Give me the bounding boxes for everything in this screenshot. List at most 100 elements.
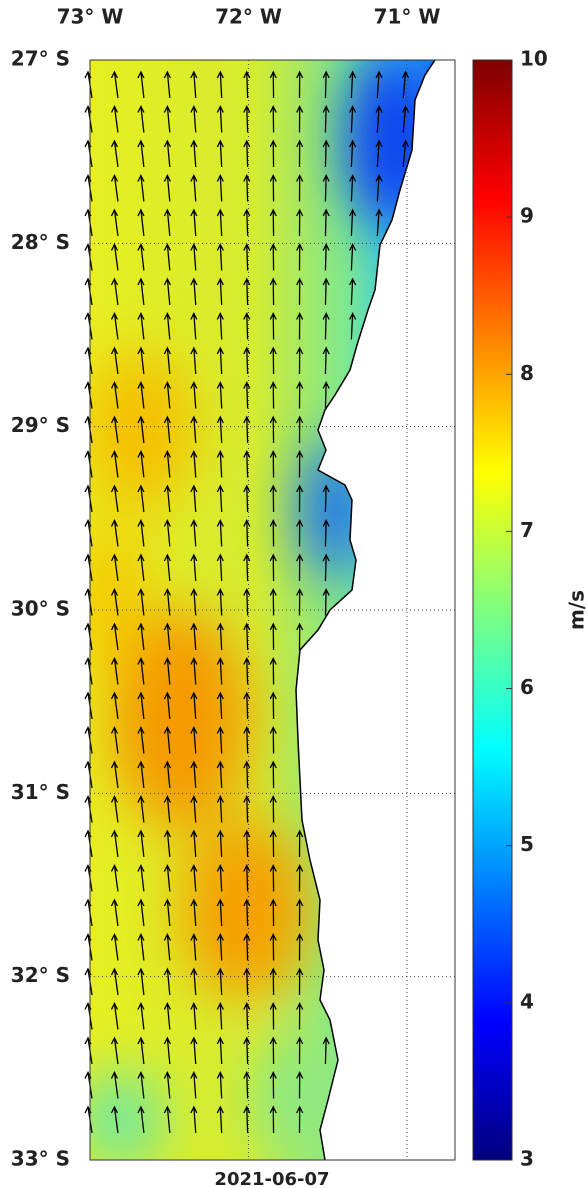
wind-arrow [269,1002,277,1030]
wind-arrow [110,174,119,202]
wind-arrow [163,70,171,99]
wind-arrow [137,898,145,927]
wind-arrow [137,312,145,340]
wind-arrow [110,657,119,685]
wind-arrow [137,1002,145,1030]
wind-arrow [269,588,277,616]
wind-arrow [190,898,198,927]
wind-arrow [243,726,251,754]
wind-arrow [322,70,330,99]
wind-arrow [190,450,198,478]
wind-arrow [296,381,304,409]
date-label: 2021-06-07 [214,1169,329,1188]
wind-arrow [110,553,119,582]
wind-arrow [296,70,304,99]
wind-arrow [190,933,198,961]
wind-arrow [190,967,198,996]
wind-arrow [349,105,357,133]
wind-arrow [296,933,304,961]
wind-arrow [190,484,198,513]
wind-arrow [137,864,145,892]
wind-arrow [137,553,145,582]
wind-arrow [163,829,171,858]
wind-arrow [163,726,171,754]
wind-arrow [163,933,171,961]
wind-arrow [216,381,224,409]
wind-arrow [243,588,251,616]
wind-arrow [137,691,145,720]
wind-arrow [216,1036,224,1065]
wind-arrow [375,105,383,133]
wind-arrow [137,519,145,547]
wind-arrow [190,691,198,720]
wind-arrow [296,1002,304,1030]
wind-arrow [322,208,330,237]
wind-arrow [269,829,277,858]
wind-arrow [190,588,198,616]
colorbar-tick-label: 4 [520,989,534,1013]
coastline [295,59,436,1161]
wind-arrow [163,864,171,892]
lon-tick-label: 71° W [374,5,441,29]
wind-arrow [322,139,330,168]
wind-arrow [349,277,357,306]
wind-arrow [216,415,224,444]
wind-arrow [163,174,171,202]
wind-arrow [296,1071,304,1099]
wind-arrow [190,208,198,237]
wind-arrow [110,967,119,996]
wind-arrow [110,381,119,409]
wind-arrow [110,933,119,961]
wind-arrow [137,277,145,306]
colorbar-label: m/s [565,590,588,630]
wind-arrow [349,243,357,271]
wind-arrow [216,1002,224,1030]
wind-arrow [216,726,224,754]
wind-arrow [401,105,410,133]
wind-arrow [110,1071,119,1099]
wind-arrow [349,174,357,202]
wind-arrow [190,243,198,271]
wind-arrow [190,1002,198,1030]
wind-arrow [163,277,171,306]
wind-arrow [190,1105,198,1134]
wind-arrow [296,864,304,892]
wind-arrow [269,519,277,547]
lat-tick-label: 31° S [11,780,70,804]
wind-arrow [163,898,171,927]
colorbar-tick-label: 9 [520,204,534,228]
wind-arrow [322,105,330,133]
wind-arrow [349,70,357,99]
wind-arrow [243,1071,251,1099]
colorbar-tick-label: 10 [520,47,548,71]
wind-arrow [243,277,251,306]
wind-arrow [216,312,224,340]
wind-arrow [163,105,171,133]
wind-arrow [163,484,171,513]
wind-arrow [216,1105,224,1134]
wind-arrow [163,1002,171,1030]
wind-arrow [137,829,145,858]
wind-arrow [110,139,119,168]
wind-arrow [269,139,277,168]
wind-arrow [137,1071,145,1099]
wind-arrow [216,208,224,237]
wind-arrow [243,691,251,720]
lon-tick-label: 73° W [57,5,124,29]
wind-arrow [163,243,171,271]
wind-arrow [163,553,171,582]
wind-arrow [163,760,171,789]
wind-arrow [190,312,198,340]
wind-arrow [110,277,119,306]
wind-arrow [322,174,330,202]
lat-tick-label: 28° S [11,230,70,254]
wind-arrow [296,484,304,513]
wind-arrow [163,346,171,375]
wind-arrow [163,312,171,340]
wind-arrow [190,760,198,789]
wind-arrow [269,691,277,720]
wind-arrow [296,277,304,306]
wind-arrow [375,174,383,202]
wind-arrow [163,795,171,823]
